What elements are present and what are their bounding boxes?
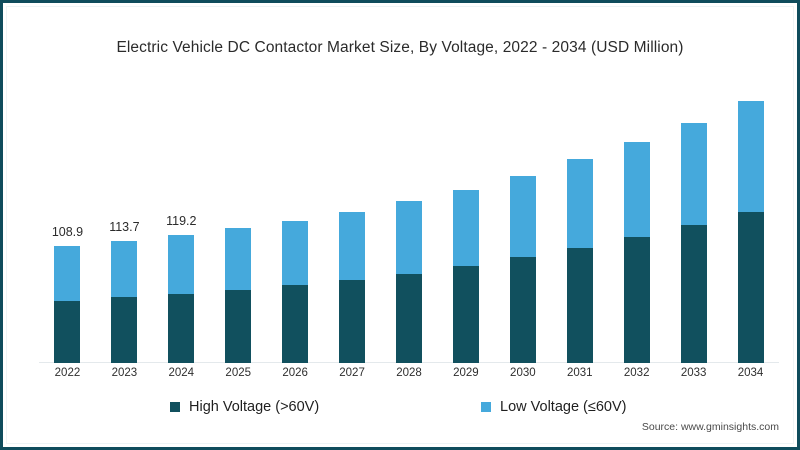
bar-segment-high-voltage[interactable] bbox=[282, 285, 309, 363]
bar-segment-high-voltage[interactable] bbox=[168, 294, 195, 363]
x-axis-labels: 2022 2023 2024 2025 2026 2027 2028 2029 2030 2031… bbox=[39, 367, 779, 387]
legend-label-low-voltage: Low Voltage (≤60V) bbox=[500, 399, 627, 415]
x-axis-tick-2034: 2034 bbox=[737, 367, 764, 379]
bar-segment-high-voltage[interactable] bbox=[509, 257, 536, 363]
bar-segment-low-voltage[interactable] bbox=[111, 240, 138, 298]
page-title: Electric Vehicle DC Contactor Market Siz… bbox=[116, 39, 684, 56]
bar-group[interactable] bbox=[396, 201, 422, 363]
source-attribution: Source: www.gminsights.com bbox=[641, 421, 779, 433]
bar-segment-low-voltage[interactable] bbox=[339, 212, 366, 281]
bar-segment-high-voltage[interactable] bbox=[680, 225, 707, 363]
legend-swatch-low-voltage bbox=[481, 402, 491, 412]
bar-segment-high-voltage[interactable] bbox=[737, 212, 764, 363]
bar-segment-high-voltage[interactable] bbox=[623, 237, 650, 363]
x-axis-tick-2024: 2024 bbox=[168, 367, 195, 379]
bar-group[interactable] bbox=[452, 189, 479, 363]
x-axis-tick-2033: 2033 bbox=[680, 367, 707, 379]
legend-label-high-voltage: High Voltage (>60V) bbox=[189, 399, 320, 415]
bar-group[interactable] bbox=[509, 175, 536, 363]
bar-value-label: 119.2 bbox=[166, 213, 197, 228]
bar-group[interactable]: 113.7 bbox=[109, 220, 140, 363]
bar-segment-low-voltage[interactable] bbox=[396, 201, 422, 274]
bar-segment-low-voltage[interactable] bbox=[737, 101, 764, 213]
bar-segment-low-voltage[interactable] bbox=[168, 234, 195, 295]
x-axis-tick-2023: 2023 bbox=[111, 367, 138, 379]
bar-segment-high-voltage[interactable] bbox=[225, 289, 252, 363]
bar-group[interactable] bbox=[623, 142, 650, 363]
bar-segment-high-voltage[interactable] bbox=[339, 280, 366, 363]
bar-group[interactable] bbox=[282, 220, 309, 363]
bar-segment-high-voltage[interactable] bbox=[452, 266, 479, 363]
bar-segment-high-voltage[interactable] bbox=[566, 247, 593, 363]
bar-segment-high-voltage[interactable] bbox=[111, 297, 138, 363]
bar-value-label: 108.9 bbox=[51, 224, 84, 239]
legend-item-low-voltage[interactable]: Low Voltage (≤60V) bbox=[481, 399, 626, 415]
bar-group[interactable]: 119.2 bbox=[166, 214, 196, 363]
x-axis-tick-2028: 2028 bbox=[396, 367, 422, 379]
x-axis-tick-2032: 2032 bbox=[623, 367, 650, 379]
bar-segment-low-voltage[interactable] bbox=[452, 189, 479, 267]
bar-segment-low-voltage[interactable] bbox=[282, 220, 309, 286]
chart-inner-frame bbox=[6, 6, 794, 444]
legend-item-high-voltage[interactable]: High Voltage (>60V) bbox=[170, 399, 319, 415]
bar-group[interactable] bbox=[680, 122, 707, 363]
bar-group[interactable] bbox=[737, 101, 764, 363]
bar-segment-high-voltage[interactable] bbox=[54, 300, 81, 363]
bar-segment-low-voltage[interactable] bbox=[509, 175, 536, 258]
legend-swatch-high-voltage bbox=[170, 402, 180, 412]
bar-segment-low-voltage[interactable] bbox=[623, 142, 650, 237]
x-axis-tick-2027: 2027 bbox=[339, 367, 365, 379]
bar-group[interactable]: 108.9 bbox=[52, 225, 83, 363]
bar-group[interactable] bbox=[339, 212, 366, 363]
bar-segment-low-voltage[interactable] bbox=[225, 228, 252, 290]
bar-group[interactable] bbox=[225, 228, 252, 363]
x-axis-tick-2026: 2026 bbox=[282, 367, 308, 379]
bar-segment-low-voltage[interactable] bbox=[54, 245, 81, 301]
chart-legend: High Voltage (>60V) Low Voltage (≤60V) bbox=[3, 399, 797, 421]
x-axis-tick-2022: 2022 bbox=[54, 367, 81, 379]
bar-value-label: 113.7 bbox=[109, 219, 140, 234]
bar-segment-low-voltage[interactable] bbox=[680, 122, 707, 226]
x-axis-tick-2030: 2030 bbox=[510, 367, 536, 379]
bar-segment-low-voltage[interactable] bbox=[566, 159, 593, 248]
x-axis-tick-2031: 2031 bbox=[566, 367, 593, 379]
bar-segment-high-voltage[interactable] bbox=[396, 273, 422, 363]
plot-area: 108.9 113.7 119.2 bbox=[39, 83, 779, 363]
bar-group[interactable] bbox=[566, 159, 593, 363]
x-axis-tick-2025: 2025 bbox=[225, 367, 252, 379]
x-axis-tick-2029: 2029 bbox=[453, 367, 479, 379]
